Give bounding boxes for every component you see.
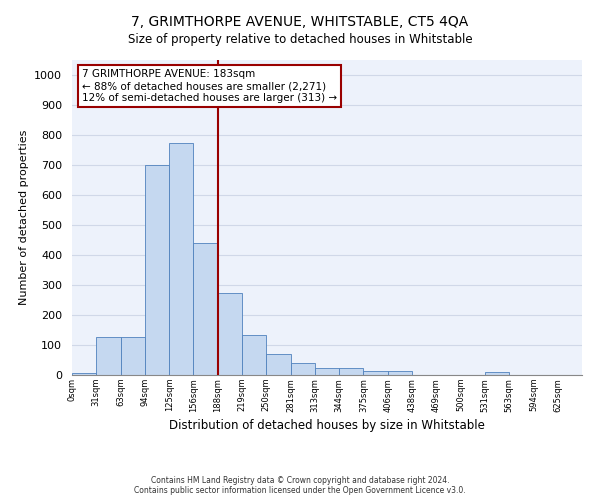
Bar: [290, 363, 315, 375]
Bar: [485, 372, 509, 375]
Bar: [266, 354, 290, 375]
Bar: [339, 368, 364, 375]
Bar: [218, 292, 242, 375]
Bar: [315, 368, 339, 375]
Bar: [72, 372, 96, 375]
Bar: [169, 142, 193, 375]
Text: 7 GRIMTHORPE AVENUE: 183sqm
← 88% of detached houses are smaller (2,271)
12% of : 7 GRIMTHORPE AVENUE: 183sqm ← 88% of det…: [82, 70, 337, 102]
Bar: [121, 337, 145, 375]
Y-axis label: Number of detached properties: Number of detached properties: [19, 130, 29, 305]
Bar: [242, 335, 266, 375]
Text: 7, GRIMTHORPE AVENUE, WHITSTABLE, CT5 4QA: 7, GRIMTHORPE AVENUE, WHITSTABLE, CT5 4Q…: [131, 15, 469, 29]
Bar: [96, 337, 121, 375]
Text: Size of property relative to detached houses in Whitstable: Size of property relative to detached ho…: [128, 32, 472, 46]
Bar: [193, 243, 218, 375]
Bar: [364, 372, 388, 375]
Bar: [388, 372, 412, 375]
Bar: [145, 165, 169, 375]
Text: Contains HM Land Registry data © Crown copyright and database right 2024.
Contai: Contains HM Land Registry data © Crown c…: [134, 476, 466, 495]
X-axis label: Distribution of detached houses by size in Whitstable: Distribution of detached houses by size …: [169, 418, 485, 432]
